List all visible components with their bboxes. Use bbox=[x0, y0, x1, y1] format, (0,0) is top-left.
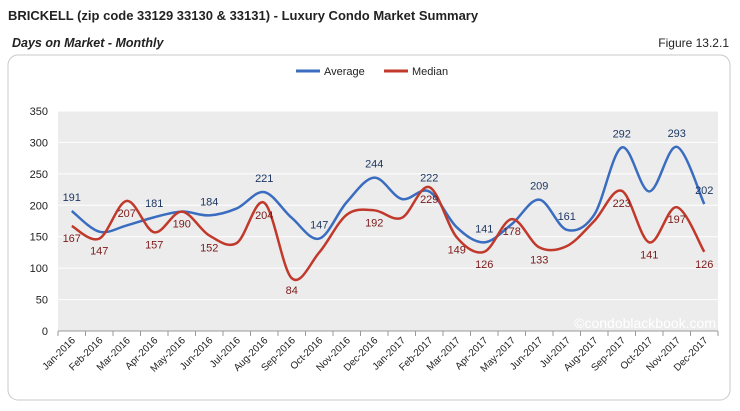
data-label: 229 bbox=[420, 194, 438, 206]
data-label: 221 bbox=[255, 173, 273, 185]
data-label: 191 bbox=[63, 192, 81, 204]
data-label: 126 bbox=[695, 259, 713, 271]
chart-subtitle: Days on Market - Monthly bbox=[12, 36, 164, 50]
y-tick-label: 300 bbox=[30, 137, 48, 149]
plot-area bbox=[58, 111, 718, 331]
legend-label: Median bbox=[412, 66, 448, 78]
watermark: ©condoblackbook.com bbox=[574, 315, 716, 331]
y-tick-label: 350 bbox=[30, 106, 48, 118]
data-label: 178 bbox=[503, 226, 521, 238]
data-label: 133 bbox=[530, 254, 548, 266]
data-label: 209 bbox=[530, 181, 548, 193]
y-tick-label: 50 bbox=[36, 295, 48, 307]
data-label: 147 bbox=[90, 246, 108, 258]
data-label: 149 bbox=[448, 244, 466, 256]
figure-label: Figure 13.2.1 bbox=[658, 36, 729, 50]
data-label: 147 bbox=[310, 220, 328, 232]
data-label: 184 bbox=[200, 196, 218, 208]
data-label: 197 bbox=[668, 214, 686, 226]
data-label: 223 bbox=[613, 198, 631, 210]
data-label: 202 bbox=[695, 185, 713, 197]
chart-title: BRICKELL (zip code 33129 33130 & 33131) … bbox=[8, 8, 479, 23]
data-label: 152 bbox=[200, 242, 218, 254]
y-tick-label: 250 bbox=[30, 169, 48, 181]
y-tick-label: 0 bbox=[42, 326, 48, 338]
data-label: 126 bbox=[475, 259, 493, 271]
y-tick-label: 150 bbox=[30, 232, 48, 244]
data-label: 141 bbox=[640, 249, 658, 261]
data-label: 204 bbox=[255, 210, 273, 222]
y-tick-label: 100 bbox=[30, 263, 48, 275]
legend-label: Average bbox=[324, 66, 365, 78]
data-label: 222 bbox=[420, 172, 438, 184]
data-label: 161 bbox=[558, 211, 576, 223]
y-tick-label: 200 bbox=[30, 200, 48, 212]
data-label: 181 bbox=[145, 198, 163, 210]
data-label: 84 bbox=[286, 285, 298, 297]
data-label: 190 bbox=[173, 219, 191, 231]
data-label: 167 bbox=[63, 233, 81, 245]
data-label: 157 bbox=[145, 239, 163, 251]
data-label: 244 bbox=[365, 159, 383, 171]
data-label: 192 bbox=[365, 217, 383, 229]
series-line bbox=[71, 185, 706, 282]
data-label: 207 bbox=[118, 208, 136, 220]
data-label: 293 bbox=[668, 128, 686, 140]
data-label: 141 bbox=[475, 223, 493, 235]
data-label: 292 bbox=[613, 128, 631, 140]
